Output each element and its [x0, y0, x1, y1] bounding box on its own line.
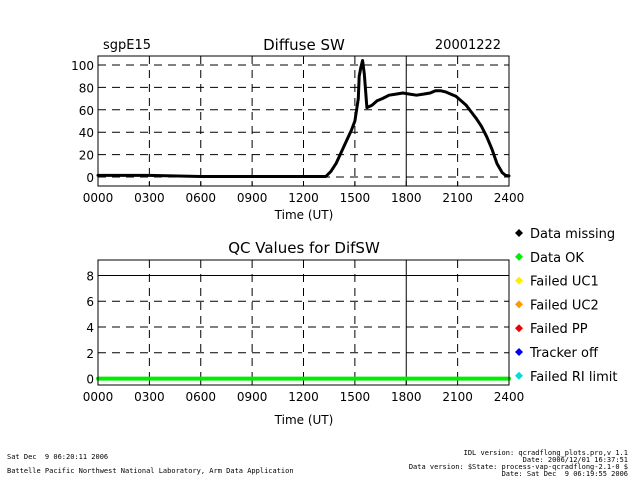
- series-lines: [96, 59, 511, 178]
- legend-label: Data OK: [530, 251, 584, 266]
- legend-label: Failed PP: [530, 322, 588, 337]
- y-tick-label: 0: [86, 373, 94, 387]
- legend-marker: [515, 252, 523, 261]
- chart-title: Diffuse SW: [263, 36, 345, 54]
- legend-label: Failed UC2: [530, 298, 599, 313]
- x-tick-label: 0900: [237, 390, 268, 404]
- legend-label: Data missing: [530, 227, 615, 242]
- legend: Data missing Data OK Failed UC1 Failed UC2 F…: [515, 227, 617, 385]
- x-tick-label: 2100: [442, 191, 473, 205]
- footer-data-date: Date: Sat Dec 9 06:19:55 2006: [501, 470, 628, 478]
- x-tick-label: 0900: [237, 191, 268, 205]
- x-tick-label: 1200: [288, 390, 319, 404]
- x-tick-label: 1800: [391, 390, 422, 404]
- y-tick-label: 4: [86, 321, 94, 335]
- series-line: [96, 59, 511, 178]
- y-tick-label: 2: [86, 347, 94, 361]
- chart-title: QC Values for DifSW: [228, 239, 380, 257]
- site-label: sgpE15: [103, 38, 151, 53]
- date-label: 20001222: [435, 38, 501, 53]
- x-tick-label: 0000: [83, 390, 114, 404]
- footer-data-version: Data version: $State: process-vap-qcradf…: [408, 463, 628, 471]
- x-tick-label: 1800: [391, 191, 422, 205]
- legend-marker: [515, 371, 523, 380]
- legend-label: Tracker off: [529, 346, 599, 361]
- x-tick-label: 2400: [494, 191, 525, 205]
- y-tick-label: 60: [79, 104, 94, 118]
- x-tick-label: 0600: [185, 390, 216, 404]
- tick-labels: 0000 0300 0600 0900 1200 1500 1800 2100 2400 0 2 4 6…: [83, 269, 525, 404]
- plot-frame: [97, 259, 510, 386]
- grid: [97, 56, 510, 186]
- tick-labels: 0000 0300 0600 0900 1200 1500 1800 2100 2400 0 20 4…: [71, 59, 524, 205]
- y-tick-label: 20: [79, 149, 94, 163]
- legend-marker: [515, 229, 523, 237]
- legend-marker: [515, 300, 523, 309]
- y-tick-label: 100: [71, 59, 94, 73]
- footer-idl-version: IDL version: qcradflong_plots.pro,v 1.1: [463, 449, 628, 457]
- x-tick-label: 1200: [288, 191, 319, 205]
- x-tick-label: 2100: [442, 390, 473, 404]
- legend-label: Failed UC1: [530, 275, 599, 290]
- legend-marker: [515, 348, 523, 356]
- x-tick-label: 0000: [83, 191, 114, 205]
- y-tick-label: 40: [79, 126, 94, 140]
- x-tick-label: 2400: [494, 390, 525, 404]
- footer-timestamp: Sat Dec 9 06:20:11 2006: [7, 453, 109, 461]
- x-tick-label: 0300: [134, 390, 165, 404]
- y-tick-label: 80: [79, 81, 94, 95]
- x-tick-label: 1500: [340, 191, 371, 205]
- x-tick-label: 0300: [134, 191, 165, 205]
- y-tick-label: 0: [86, 171, 94, 185]
- x-tick-label: 1500: [340, 390, 371, 404]
- legend-marker: [515, 276, 523, 285]
- qc-values-chart: QC Values for DifSW 0000 0300 0600 0900 1200…: [83, 239, 525, 427]
- footer-idl-date: Date: 2006/12/01 16:37:51: [522, 456, 628, 464]
- diffuse-sw-chart: sgpE15 Diffuse SW 20001222 0000 0300 0600 0…: [71, 36, 524, 222]
- x-tick-label: 0600: [185, 191, 216, 205]
- legend-marker: [515, 324, 523, 333]
- grid: [97, 260, 510, 385]
- y-tick-label: 6: [86, 295, 94, 309]
- footer-organization: Battelle Pacific Northwest National Labo…: [7, 467, 294, 475]
- y-tick-label: 8: [86, 269, 94, 283]
- plot-frame: [97, 55, 510, 187]
- x-axis-label: Time (UT): [274, 208, 334, 222]
- legend-label: Failed RI limit: [530, 370, 617, 385]
- x-axis-label: Time (UT): [274, 413, 334, 427]
